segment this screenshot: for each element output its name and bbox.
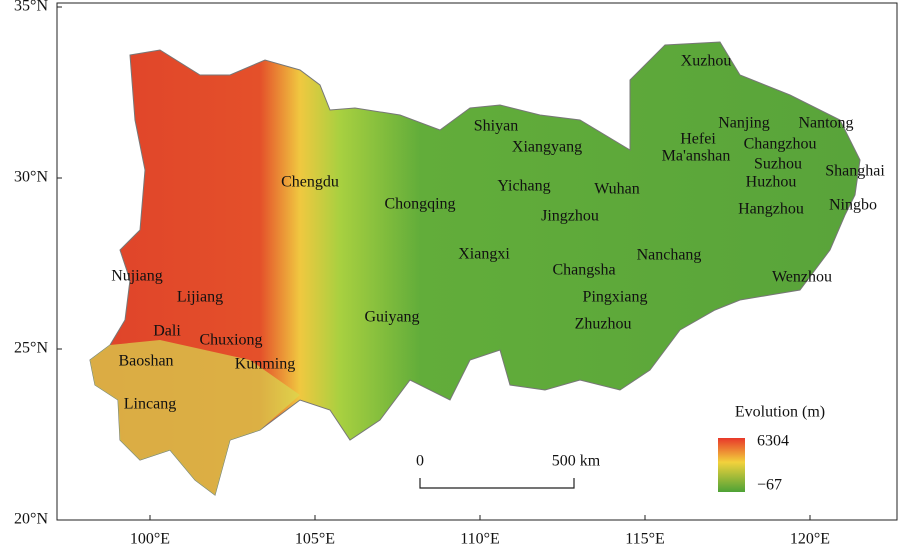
legend-min: −67 — [757, 477, 782, 494]
x-tick-label: 100°E — [130, 531, 170, 548]
city-label: Lincang — [124, 396, 176, 413]
city-label: Changzhou — [744, 136, 817, 153]
city-label: Nanjing — [718, 115, 770, 132]
city-label: Nantong — [798, 115, 853, 132]
city-label: Pingxiang — [583, 289, 648, 306]
scale-start: 0 — [416, 453, 424, 470]
y-tick-label: 35°N — [14, 0, 48, 15]
city-label: Ma'anshan — [662, 148, 731, 165]
city-label: Shiyan — [474, 118, 518, 135]
city-label: Guiyang — [364, 309, 419, 326]
city-label: Chuxiong — [199, 332, 262, 349]
city-label: Hefei — [680, 131, 716, 148]
city-label: Wenzhou — [772, 269, 832, 286]
city-label: Zhuzhou — [575, 316, 632, 333]
city-label: Changsha — [552, 262, 615, 279]
legend-colorbar — [718, 438, 745, 492]
city-label: Chongqing — [384, 196, 455, 213]
scale-end: 500 km — [552, 453, 601, 470]
city-label: Nujiang — [111, 268, 163, 285]
x-tick-label: 120°E — [790, 531, 830, 548]
x-tick-label: 105°E — [295, 531, 335, 548]
legend-title: Evolution (m) — [735, 404, 825, 421]
legend-max: 6304 — [757, 433, 789, 450]
y-tick-label: 20°N — [14, 511, 48, 528]
city-label: Yichang — [497, 178, 550, 195]
y-tick-label: 25°N — [14, 340, 48, 357]
city-label: Nanchang — [637, 247, 702, 264]
city-label: Wuhan — [594, 181, 640, 198]
city-label: Chengdu — [281, 174, 339, 191]
city-label: Xuzhou — [681, 53, 732, 70]
southwest-highland — [90, 340, 300, 495]
y-tick-label: 30°N — [14, 169, 48, 186]
city-label: Lijiang — [177, 289, 223, 306]
city-label: Dali — [153, 323, 181, 340]
city-label: Kunming — [235, 356, 295, 373]
city-label: Suzhou — [754, 156, 802, 173]
x-tick-label: 115°E — [625, 531, 665, 548]
city-label: Ningbo — [829, 197, 877, 214]
x-tick-label: 110°E — [460, 531, 500, 548]
city-label: Hangzhou — [738, 201, 804, 218]
city-label: Shanghai — [825, 163, 885, 180]
city-label: Xiangxi — [458, 246, 510, 263]
city-label: Jingzhou — [541, 208, 599, 225]
city-label: Baoshan — [118, 353, 173, 370]
scale-bar — [419, 478, 575, 489]
city-label: Huzhou — [746, 174, 797, 191]
city-label: Xiangyang — [512, 139, 582, 156]
